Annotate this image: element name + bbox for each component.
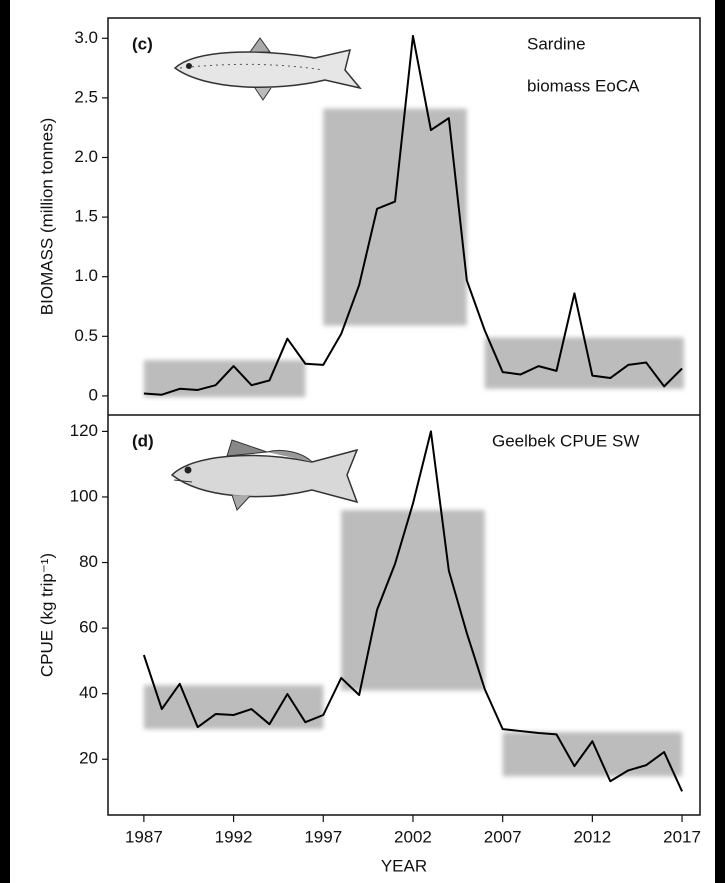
x-tick-label: 2002	[394, 827, 432, 846]
x-tick-label: 2012	[573, 827, 611, 846]
x-tick-label: 1997	[304, 827, 342, 846]
period-box	[341, 510, 485, 691]
y-tick-label: 1.5	[74, 207, 98, 226]
y-tick-label: 2.5	[74, 87, 98, 106]
sardine-illustration	[173, 37, 362, 101]
x-tick-label: 2007	[484, 827, 522, 846]
y-axis-label: BIOMASS (million tonnes)	[37, 118, 56, 315]
y-tick-label: 3.0	[74, 28, 98, 47]
x-axis-label: YEAR	[381, 856, 427, 875]
y-tick-label: 120	[70, 421, 98, 440]
period-box	[323, 108, 467, 326]
x-tick-label: 2017	[663, 827, 701, 846]
y-tick-label: 0.5	[74, 326, 98, 345]
data-line	[143, 34, 683, 396]
data-line	[142, 430, 683, 792]
annotation: Sardine	[527, 34, 586, 53]
y-tick-label: 60	[79, 618, 98, 637]
y-tick-label: 100	[70, 486, 98, 505]
y-tick-label: 2.0	[74, 147, 98, 166]
x-tick-label: 1992	[215, 827, 253, 846]
y-tick-label: 0	[89, 385, 98, 404]
period-box	[484, 337, 684, 389]
x-tick-label: 1987	[125, 827, 163, 846]
y-tick-label: 1.0	[74, 266, 98, 285]
annotation: biomass EoCA	[527, 76, 640, 95]
annotation: Geelbek CPUE SW	[492, 431, 639, 450]
y-tick-label: 40	[79, 683, 98, 702]
panel-label: (c)	[132, 34, 153, 53]
period-box	[502, 732, 683, 777]
plot-frame	[107, 17, 701, 816]
period-box	[143, 360, 306, 398]
y-tick-label: 20	[79, 749, 98, 768]
panel-label: (d)	[132, 431, 154, 450]
y-axis-label: CPUE (kg trip⁻¹)	[37, 553, 56, 677]
y-tick-label: 80	[79, 552, 98, 571]
geelbek-illustration	[170, 439, 359, 511]
